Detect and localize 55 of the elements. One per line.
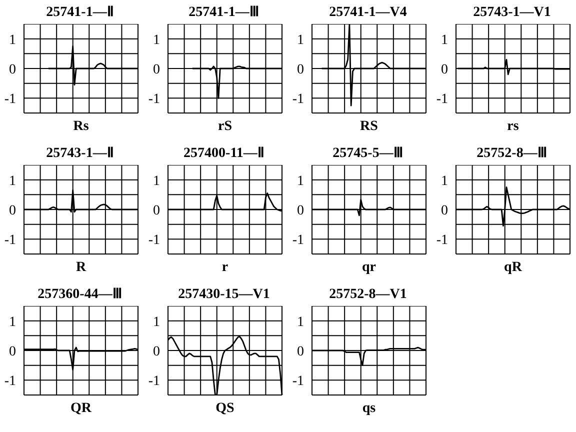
x-axis-title: R: [74, 259, 88, 277]
chart-title: 25752-8—V1: [328, 286, 408, 304]
y-tick-label: 1: [297, 174, 304, 189]
y-tick-label: 1: [441, 32, 448, 48]
y-tick-label: 1: [153, 32, 160, 48]
y-tick-label: 1: [9, 314, 16, 330]
y-tick-label: -1: [148, 92, 160, 108]
x-axis-title: qs: [361, 400, 377, 418]
chart-title: 25745-5—Ⅲ: [332, 145, 404, 163]
y-tick-label: 0: [297, 62, 304, 78]
y-tick-label: 1: [441, 174, 448, 189]
x-axis-title: rs: [506, 118, 520, 136]
chart-title: 257360-44—Ⅲ: [36, 286, 124, 304]
y-tick-label: -1: [292, 92, 304, 108]
y-tick-label: 0: [441, 62, 448, 78]
y-tick-label: 1: [153, 314, 160, 330]
chart-title: 257430-15—V1: [177, 286, 271, 304]
y-tick-label: -1: [4, 92, 16, 108]
x-axis-title: QR: [70, 400, 93, 418]
x-axis-title: RS: [359, 118, 379, 136]
x-axis-title: qR: [503, 259, 524, 277]
y-tick-label: -1: [436, 233, 448, 248]
chart-title: 25741-1—Ⅲ: [188, 4, 260, 22]
y-tick-label: -1: [436, 92, 448, 108]
y-tick-label: 0: [153, 62, 160, 78]
y-tick-label: 1: [9, 32, 16, 48]
chart-title: 257400-11—Ⅱ: [182, 145, 266, 163]
y-tick-label: 0: [9, 62, 16, 78]
chart-title: 25741-1—Ⅱ: [45, 4, 115, 22]
y-tick-label: -1: [292, 233, 304, 248]
chart-title: 25743-1—Ⅱ: [45, 145, 115, 163]
y-tick-label: 0: [297, 203, 304, 218]
y-tick-label: 0: [9, 203, 16, 218]
y-tick-label: -1: [148, 374, 160, 390]
y-tick-label: -1: [292, 374, 304, 390]
y-tick-label: 0: [9, 344, 16, 360]
chart-title: 25752-8—Ⅲ: [476, 145, 548, 163]
y-tick-label: 1: [153, 174, 160, 189]
chart-title: 25743-1—V1: [472, 4, 552, 22]
y-tick-label: 1: [297, 32, 304, 48]
y-tick-label: 1: [297, 314, 304, 330]
chart-title: 25741-1—V4: [328, 4, 408, 22]
y-tick-label: -1: [4, 233, 16, 248]
x-axis-title: QS: [214, 400, 236, 418]
y-tick-label: 0: [153, 344, 160, 360]
y-tick-label: 1: [9, 174, 16, 189]
y-tick-label: -1: [4, 374, 16, 390]
x-axis-title: rS: [217, 118, 233, 136]
y-tick-label: 0: [297, 344, 304, 360]
x-axis-title: r: [220, 259, 230, 277]
y-tick-label: 0: [153, 203, 160, 218]
y-tick-label: -1: [148, 233, 160, 248]
x-axis-title: Rs: [72, 118, 90, 136]
x-axis-title: qr: [361, 259, 377, 277]
y-tick-label: 0: [441, 203, 448, 218]
